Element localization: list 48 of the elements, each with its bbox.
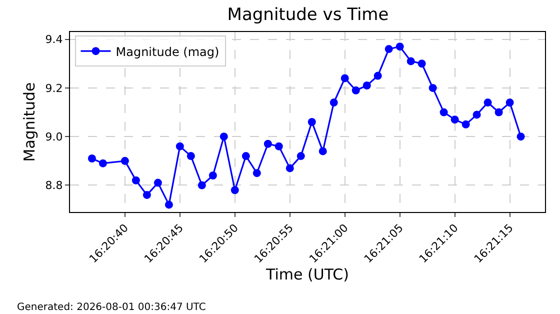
- point: [164, 200, 173, 209]
- point: [516, 132, 525, 141]
- point: [132, 176, 140, 184]
- point: [142, 190, 151, 199]
- legend-label: Magnitude (mag): [116, 44, 220, 59]
- point: [220, 132, 228, 141]
- point: [384, 45, 393, 54]
- point: [176, 142, 184, 150]
- point: [428, 84, 437, 92]
- point: [120, 156, 129, 165]
- point: [374, 72, 382, 80]
- text: Generated: 2026-08-01 00:36:47 UTC: [17, 302, 206, 313]
- point: [154, 178, 162, 187]
- y-tick-label: 9.4: [45, 33, 63, 46]
- point: [494, 108, 503, 116]
- point: [406, 57, 415, 66]
- point: [450, 116, 459, 124]
- point: [186, 152, 195, 160]
- point: [286, 164, 294, 172]
- y-tick-label: 9.2: [45, 82, 63, 95]
- point: [208, 172, 217, 180]
- point: [484, 98, 492, 107]
- point: [308, 118, 316, 126]
- point: [506, 98, 514, 107]
- point: [330, 98, 338, 107]
- y-tick-label: 8.8: [45, 179, 63, 192]
- point: [362, 82, 371, 90]
- point: [418, 60, 426, 68]
- point: [462, 120, 470, 128]
- point: [472, 110, 481, 119]
- point: [242, 152, 250, 160]
- point: [264, 140, 272, 148]
- point: [296, 152, 305, 160]
- x-axis-title: Time (UTC): [265, 266, 349, 284]
- point: [230, 186, 239, 194]
- point: [252, 169, 261, 178]
- point: [340, 74, 349, 82]
- point: [98, 159, 107, 168]
- y-axis-title: Magnitude: [20, 82, 39, 162]
- point: [274, 142, 283, 150]
- point: [318, 147, 327, 156]
- point: [352, 86, 360, 94]
- point: [396, 42, 404, 51]
- point: [198, 181, 206, 190]
- y-tick-label: 9.0: [45, 130, 63, 144]
- point: [88, 154, 96, 162]
- point: [440, 108, 448, 116]
- chart-title: Magnitude vs Time: [227, 4, 389, 25]
